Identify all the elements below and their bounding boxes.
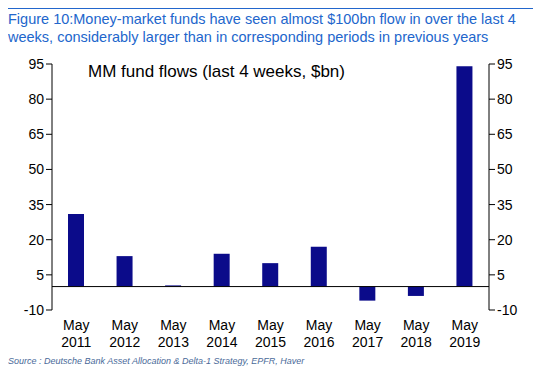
svg-text:35: 35: [28, 197, 44, 213]
svg-text:50: 50: [497, 161, 513, 177]
svg-text:May2014: May2014: [206, 317, 237, 350]
svg-text:May2013: May2013: [158, 317, 189, 350]
svg-text:20: 20: [497, 232, 513, 248]
html-text:MM fund flows (last 4 weeks, $: MM fund flows (last 4 weeks, $bn): [88, 62, 345, 81]
svg-text:65: 65: [497, 126, 513, 142]
svg-text:-10: -10: [24, 302, 44, 318]
svg-text:5: 5: [497, 267, 505, 283]
svg-text:-10: -10: [497, 302, 517, 318]
html-text:Source : Deutsche Bank Asset A: Source : Deutsche Bank Asset Allocation …: [8, 356, 305, 366]
svg-text:May2012: May2012: [109, 317, 140, 350]
svg-text:80: 80: [497, 91, 513, 107]
svg-text:May2019: May2019: [449, 317, 480, 350]
html-text:Figure 10:Money-market funds h: Figure 10:Money-market funds have seen a…: [8, 11, 516, 45]
svg-text:95: 95: [497, 56, 513, 72]
svg-text:May2015: May2015: [255, 317, 286, 350]
svg-text:95: 95: [28, 56, 44, 72]
svg-text:May2011: May2011: [61, 317, 91, 350]
svg-text:80: 80: [28, 91, 44, 107]
svg-text:35: 35: [497, 197, 513, 213]
svg-text:5: 5: [36, 267, 44, 283]
svg-text:50: 50: [28, 161, 44, 177]
svg-text:May2017: May2017: [352, 317, 383, 350]
svg-text:20: 20: [28, 232, 44, 248]
svg-text:65: 65: [28, 126, 44, 142]
svg-text:May2018: May2018: [401, 317, 432, 350]
svg-text:May2016: May2016: [303, 317, 334, 350]
